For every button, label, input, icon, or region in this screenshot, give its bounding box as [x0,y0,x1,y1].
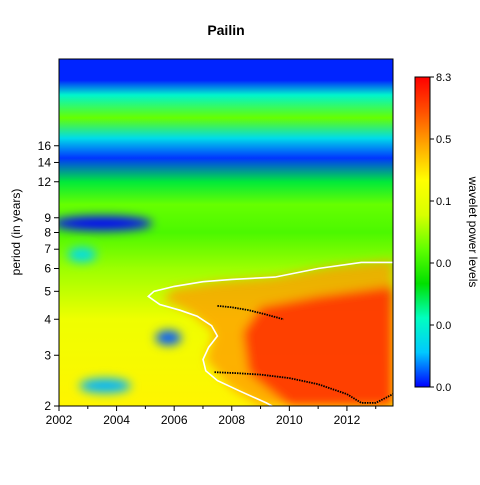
y-tick-label: 7 [44,242,51,256]
chart-title: Pailin [207,22,244,38]
y-tick-label: 6 [44,262,51,276]
x-tick-label: 2010 [276,413,303,427]
y-tick-label: 2 [44,399,51,413]
x-tick-label: 2012 [334,413,361,427]
y-tick-label: 16 [38,139,52,153]
significance-contour [147,261,393,406]
x-axis: 2002 2004 2006 2008 2010 2012 [46,406,377,427]
colorbar-tick-label: 0.1 [436,196,451,208]
y-tick-label: 12 [38,175,52,189]
colorbar-tick-label: 0.5 [436,134,451,146]
y-tick-label: 8 [44,226,51,240]
x-tick-label: 2008 [218,413,245,427]
colorbar-tick-label: 8.3 [436,72,451,84]
y-tick-label: 9 [44,211,51,225]
y-tick-label: 14 [38,155,52,169]
x-tick-label: 2002 [46,413,73,427]
colorbar [414,76,431,388]
power-feature-3 [79,378,131,394]
power-feature-2 [155,330,182,346]
x-tick-label: 2004 [103,413,130,427]
y-tick-label: 3 [44,348,51,362]
power-ridge-1 [214,371,393,404]
x-tick-label: 2006 [161,413,188,427]
power-feature-0 [59,216,153,231]
y-tick-label: 5 [44,284,51,298]
peak-power-region [243,286,393,406]
colorbar-axis: 0.0 0.0 0.0 0.1 0.5 8.3 [430,72,451,394]
power-feature-1 [67,247,97,262]
y-axis: 2 3 4 5 6 7 89 12 14 16 [38,139,59,413]
y-tick-label: 4 [44,312,51,326]
colorbar-label: wavelet power levels [466,176,480,288]
colorbar-tick-label: 0.0 [436,320,451,332]
plot-area [59,59,393,406]
power-ridge-0 [217,305,284,321]
colorbar-tick-label: 0.0 [436,258,451,270]
y-axis-label: period (in years) [9,189,23,276]
colorbar-tick-label: 0.0 [436,382,451,394]
contour-layer [147,261,393,406]
power-features [59,216,393,406]
